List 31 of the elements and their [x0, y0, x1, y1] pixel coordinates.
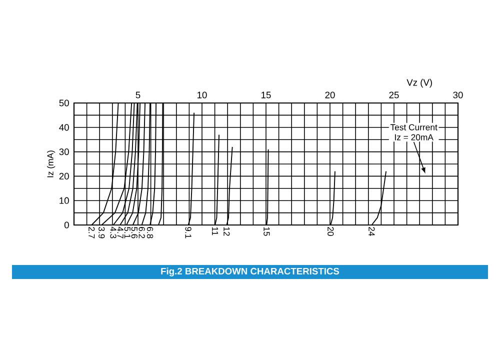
y-axis-title: Iz (mA): [47, 150, 56, 178]
text: 2.7: [88, 227, 95, 238]
x-tick-label: 5: [136, 92, 140, 98]
text: 12: [224, 227, 230, 236]
text: 5.1: [124, 226, 130, 238]
x-tick-label: 10: [198, 92, 207, 98]
text: 20: [328, 227, 334, 236]
annotation: Test Current: [390, 124, 438, 130]
y-tick-label: 20: [59, 172, 69, 180]
y-tick-label: 0: [64, 222, 69, 228]
text: 4.3: [110, 226, 116, 238]
y-tick-label: 40: [59, 124, 69, 131]
text: 15: [264, 227, 270, 236]
x-tick-label: 25: [389, 92, 399, 98]
x-tick-label: 20: [325, 92, 335, 98]
text: Fig.2 BREAKDOWN CHARACTERISTICS: [161, 268, 340, 276]
x-tick-label: 30: [453, 92, 463, 98]
y-tick-label: 10: [60, 197, 69, 204]
text: 9.1: [185, 226, 192, 238]
annotation: Iz = 20mA: [395, 134, 434, 140]
text: 6.8: [146, 227, 154, 238]
text: 5.6: [131, 226, 138, 238]
y-tick-label: 50: [59, 100, 69, 106]
text: 11: [212, 227, 218, 236]
x-axis-title: Vz (V): [406, 78, 432, 88]
y-tick-label: 30: [59, 148, 69, 156]
x-tick-label: 15: [262, 92, 271, 98]
text: 3.9: [98, 226, 105, 238]
text: 24: [368, 227, 375, 236]
text: 6.2: [138, 227, 145, 238]
text: 4.7: [117, 226, 124, 238]
